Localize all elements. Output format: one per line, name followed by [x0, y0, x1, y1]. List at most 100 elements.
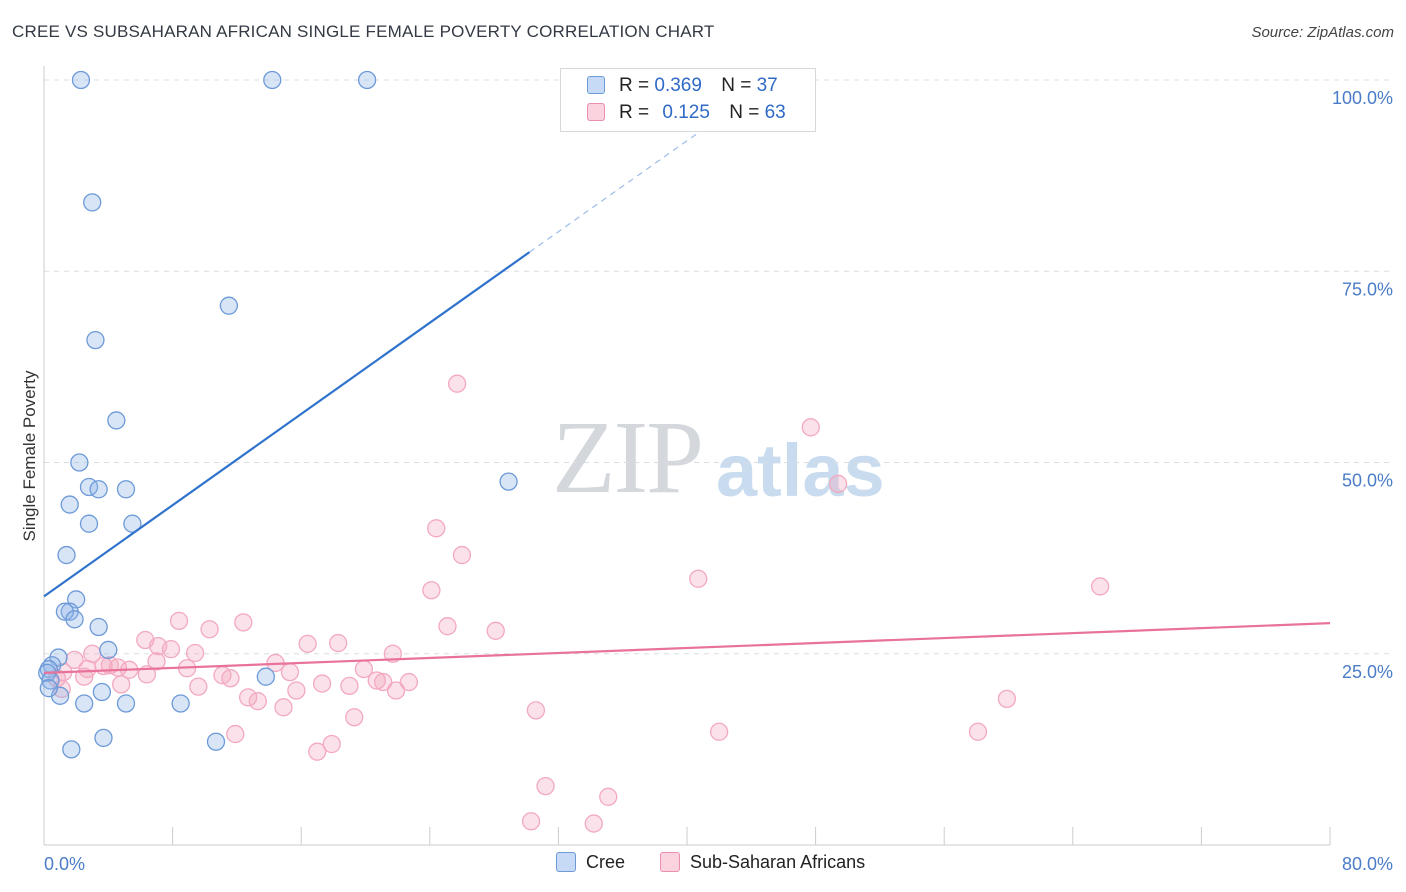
ssa-point	[287, 681, 306, 700]
ssa-point	[584, 814, 603, 833]
y-tick-label: 25.0%	[1342, 662, 1393, 682]
ssa-point	[997, 689, 1017, 709]
ssa-point	[599, 787, 618, 806]
cree-point	[499, 472, 518, 491]
cree-point	[55, 602, 75, 621]
y-tick-label: 50.0%	[1342, 471, 1393, 491]
ssa-point	[399, 672, 419, 692]
cree-point	[357, 70, 377, 90]
ssa-point	[710, 722, 729, 741]
legend-r-value: 0.369	[654, 75, 702, 96]
ssa-point	[221, 669, 240, 688]
cree-point	[89, 617, 108, 637]
ssa-point	[521, 812, 541, 831]
ssa-point	[161, 640, 181, 659]
cree-point	[89, 480, 108, 499]
ssa-point	[386, 681, 406, 700]
ssa-point	[367, 671, 386, 690]
cree-point	[123, 514, 142, 533]
legend-swatch-ssa	[660, 852, 680, 872]
ssa-point	[329, 633, 348, 653]
ssa-point	[452, 545, 472, 565]
legend-label-cree: Cree	[586, 852, 626, 872]
ssa-point	[438, 617, 457, 636]
cree-point	[57, 545, 76, 565]
cree-point	[92, 682, 112, 702]
y-tick-label: 100.0%	[1332, 88, 1393, 108]
cree-point	[107, 411, 126, 430]
ssa-point	[422, 581, 441, 600]
ssa-point	[94, 656, 113, 676]
ssa-point	[801, 418, 820, 437]
ssa-trend-line	[43, 622, 1331, 674]
cree-points	[38, 70, 518, 759]
ssa-point	[447, 374, 467, 393]
legend-n-label: N =	[721, 75, 752, 96]
y-tick-label: 75.0%	[1342, 279, 1393, 299]
ssa-point	[112, 675, 131, 694]
legend-label-ssa: Sub-Saharan Africans	[690, 852, 866, 872]
cree-point	[70, 453, 89, 472]
cree-point	[83, 193, 102, 212]
ssa-point	[322, 734, 341, 754]
cree-trend-extension	[529, 94, 752, 253]
series-legend: Cree Sub-Saharan Africans	[0, 852, 1406, 878]
cree-point	[94, 728, 113, 748]
legend-r-label: R =	[619, 75, 650, 96]
ssa-point	[280, 662, 300, 682]
ssa-points	[47, 374, 1110, 833]
axes	[43, 66, 1331, 846]
legend-swatch-cree	[556, 852, 576, 872]
trend-lines	[43, 94, 1331, 674]
ssa-point	[189, 677, 208, 696]
cree-point	[75, 694, 94, 713]
ssa-point	[274, 698, 293, 717]
ssa-point	[234, 613, 253, 632]
legend-r-value: 0.125	[662, 102, 710, 123]
cree-point	[79, 514, 99, 533]
watermark-zip: ZIP	[552, 400, 704, 515]
cree-point	[86, 330, 105, 350]
ssa-point	[248, 692, 267, 711]
x-tick-label: 80.0%	[1342, 854, 1393, 874]
cree-point	[60, 495, 79, 514]
legend-r-label: R =	[619, 102, 650, 123]
ssa-point	[200, 620, 219, 639]
cree-point	[65, 610, 84, 629]
x-tick-labels: 0.0% 80.0%	[44, 854, 1393, 874]
correlation-legend: R = 0.369 N = 37 R = 0.125 N = 63	[560, 68, 816, 132]
ssa-point	[1090, 577, 1110, 596]
x-tick-label: 0.0%	[44, 854, 85, 874]
legend-row-ssa: R = 0.125 N = 63	[587, 102, 786, 126]
legend-n-value: 63	[764, 102, 786, 123]
ssa-point	[828, 474, 848, 494]
legend-row-cree: R = 0.369 N = 37	[587, 75, 778, 99]
ssa-point	[526, 701, 546, 720]
cree-point	[62, 740, 81, 759]
cree-point	[116, 694, 136, 713]
ssa-point	[968, 722, 988, 741]
legend-n-label: N =	[729, 102, 760, 123]
legend-n-value: 37	[756, 75, 778, 96]
y-tick-labels: 100.0% 75.0% 50.0% 25.0%	[1332, 88, 1393, 682]
watermark-atlas: atlas	[716, 429, 885, 512]
cree-point	[39, 679, 58, 698]
ssa-point	[486, 621, 505, 640]
chart-title: CREE VS SUBSAHARAN AFRICAN SINGLE FEMALE…	[12, 22, 715, 41]
ssa-point	[383, 644, 402, 663]
ssa-point	[312, 674, 332, 693]
ssa-point	[239, 688, 258, 707]
cree-trend-line	[43, 251, 531, 598]
ssa-point	[689, 569, 708, 588]
ssa-point	[345, 708, 364, 727]
legend-item-cree: Cree	[556, 852, 625, 873]
cree-point	[256, 667, 275, 686]
ssa-point	[169, 611, 189, 631]
ssa-point	[308, 742, 327, 761]
ssa-point	[536, 776, 555, 796]
cree-point	[116, 480, 136, 499]
source-label: Source: ZipAtlas.com	[1251, 24, 1394, 41]
legend-item-ssa: Sub-Saharan Africans	[660, 852, 865, 873]
ssa-point	[226, 724, 245, 744]
